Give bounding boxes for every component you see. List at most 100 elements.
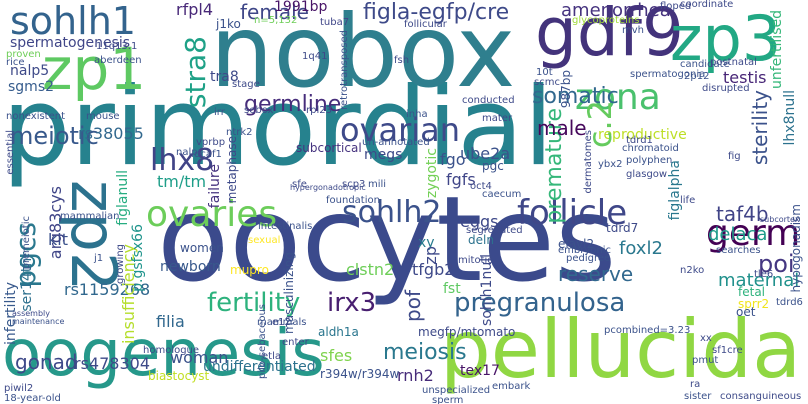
word-rfpl4: rfpl4 [176, 0, 213, 19]
word-lhx8null: lhx8null [782, 90, 798, 146]
word-tra8: tra8 [210, 69, 239, 85]
word-spermatogonia: spermatogonia [630, 69, 706, 80]
word-foxl2: foxl2 [619, 238, 663, 259]
word-figla: figla-egfp/cre [363, 0, 510, 25]
word-blastocyst: biastocyst [148, 369, 210, 383]
word-newborn: newborn [160, 259, 221, 275]
word-subcortex: subcortex [760, 215, 800, 224]
word-embark: embark [492, 381, 531, 392]
word-j1ko: j1ko [216, 17, 241, 31]
word-glasgow: glasgow [626, 169, 668, 180]
word-amenorrhea: amenorrhea [561, 0, 671, 21]
word-reserve: reserve [558, 262, 634, 286]
word-sgms2: sgms2 [8, 79, 55, 95]
word-etla: etla [262, 351, 281, 362]
word-sexual: sexual [248, 235, 281, 246]
word-rs1159268: rs1159268 [64, 280, 151, 299]
word-pmut: pmut [692, 355, 719, 366]
word-pcombined: pcombined=3.23 [604, 325, 691, 336]
word-poi: poi [758, 250, 795, 278]
word-zp3: zp3 [670, 2, 782, 75]
word-pilosebaceous: pilo-sebaceous [257, 304, 268, 379]
word-sister: sister [684, 391, 712, 402]
word-caecum: caecum [482, 189, 522, 200]
word-ovarian: ovarian [340, 111, 461, 149]
word-rpl23: rpl23 [306, 105, 332, 116]
word-sfe: sfe [292, 179, 307, 190]
word-follicular: follicular [404, 19, 447, 30]
word-r394w: r394w/r394w [320, 367, 400, 381]
word-zp1: zp1 [42, 35, 147, 103]
word-n2ko: n2ko [680, 265, 705, 276]
word-fig: fig [728, 151, 741, 162]
word-sfes: sfes [320, 346, 353, 365]
word-1991bp: 1991bp [274, 0, 328, 15]
word-sprr2: sprr2 [738, 297, 770, 311]
word-women: women [180, 241, 224, 255]
word-germline: germline [244, 92, 342, 117]
word-tle6: tle6 [754, 269, 774, 280]
word-germ: germ [706, 213, 801, 254]
word-1q41: 1q41 [302, 51, 328, 62]
word-premeiotic: premeiotic [21, 216, 32, 270]
word-primordial: primordial [2, 65, 554, 190]
word-nalp: nalp [176, 147, 198, 158]
word-rnh2: rnh2 [397, 366, 434, 385]
word-stage: stage [232, 79, 260, 90]
word-piwil2: piwil2 [4, 383, 34, 394]
word-intestinalis: intestinalis [258, 221, 313, 232]
word-oogenesis: oogenesis [2, 317, 325, 391]
word-testis: testis [723, 68, 767, 87]
word-chromatoid: chromatoid [622, 143, 679, 154]
word-male: male [537, 116, 587, 140]
word-floped: floped [660, 1, 692, 12]
word-megs: megs [364, 147, 403, 163]
word-subcortical: subcortical [296, 141, 362, 155]
word-foundation: foundation [326, 195, 380, 206]
word-embryonic: embryonic [558, 245, 612, 256]
word-hypergonadotropic: hypergonadotropic [290, 183, 366, 192]
word-somatic: somatic [532, 84, 619, 109]
word-11q13: 11q13.1 [96, 41, 138, 52]
word-megfp: megfp/mtomato [418, 325, 516, 339]
word-dcaf1: dcaf1 [194, 149, 222, 160]
word-j1: j1 [94, 253, 104, 264]
word-disrupted: disrupted [702, 83, 750, 94]
word-aberdeen: aberdeen [94, 55, 142, 66]
word-rs478304: rs478304 [74, 354, 150, 373]
word-fgo: fgo [440, 150, 466, 169]
word-pellucida: pellucida [440, 303, 802, 396]
word-2p12: 2p12 [684, 71, 710, 82]
word-pof: pof [401, 290, 425, 322]
word-mammalian: mammalian [60, 211, 120, 222]
word-fertility: fertility [207, 288, 301, 318]
word-maternal: maternal [718, 270, 800, 291]
word-elavl2: elavl2 [558, 237, 595, 251]
word-unannotated: un-annotated [362, 137, 430, 148]
word-scmc: scmc [534, 77, 560, 88]
word-ntrk2: ntrk2 [226, 127, 253, 138]
word-mupro: mupro [230, 263, 269, 277]
word-oet: oet [736, 305, 756, 319]
word-deln: deln [468, 233, 494, 247]
word-filia: filia [156, 312, 185, 331]
word-unfertilised: unfertilised [769, 10, 785, 89]
word-taf4b: taf4b [716, 202, 769, 226]
word-scp3: scp3 [342, 179, 366, 190]
word-vprbp: vprbp [196, 137, 226, 148]
word-tex17: tex17 [460, 363, 500, 379]
word-rice: rice [6, 57, 25, 68]
word-female: female [240, 0, 309, 24]
word-fst: fst [443, 281, 461, 297]
word-inha: inha [406, 109, 428, 120]
word-conducted: conducted [462, 95, 515, 106]
word-eggs: eggs [460, 212, 499, 231]
word-sohlh1: sohlh1 [10, 0, 136, 43]
word-mili: mili [368, 179, 387, 190]
word-consanguineous: consanguineous [720, 391, 802, 402]
word-mvh: mvh [622, 25, 644, 36]
word-polyphen: polyphen [626, 155, 673, 166]
word-sf1cre: sf1cre [712, 345, 743, 356]
word-fetal: fetal [738, 285, 765, 299]
